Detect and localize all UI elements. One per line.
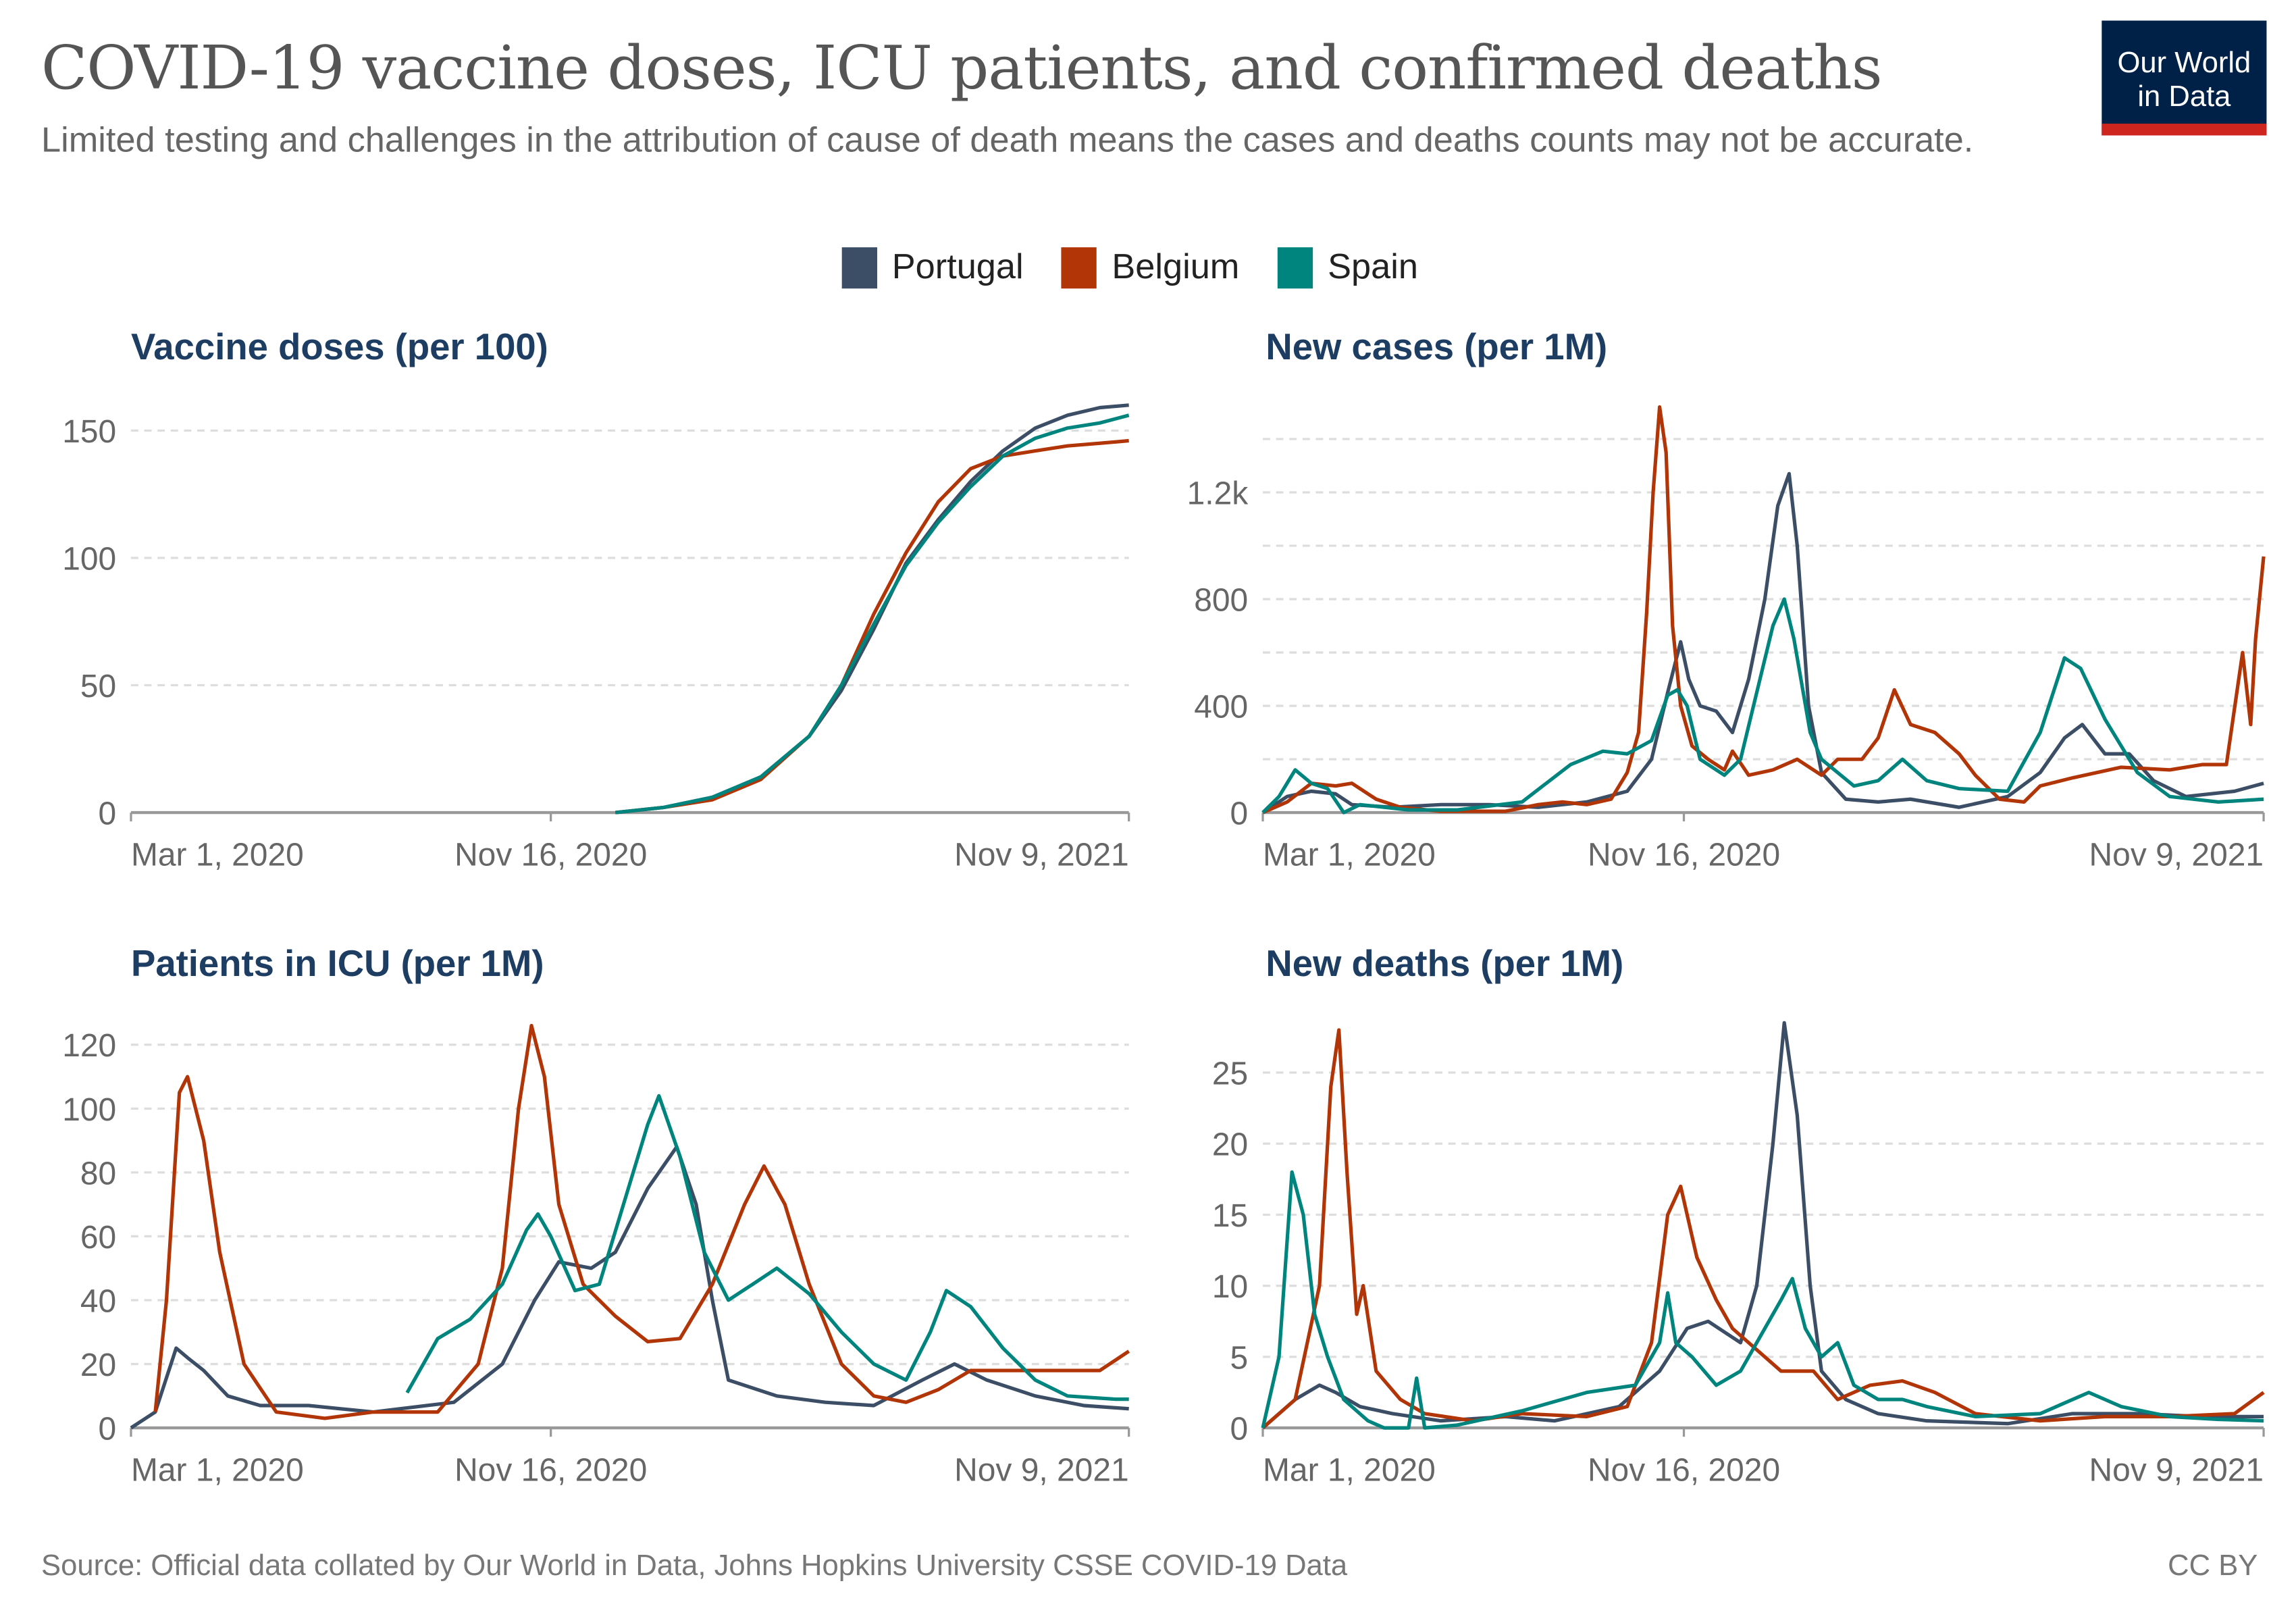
legend-swatch (841, 247, 877, 289)
x-tick-label: Nov 16, 2020 (454, 838, 647, 873)
panel-title-vaccine-doses: Vaccine doses (per 100) (130, 326, 548, 368)
series-line-portugal (1261, 471, 2264, 815)
page-subtitle: Limited testing and challenges in the at… (41, 120, 1974, 161)
series-line-belgium (1261, 405, 2266, 815)
legend-swatch (1062, 247, 1097, 289)
y-tick-label: 100 (62, 541, 116, 577)
series-line-spain (1261, 1170, 2264, 1430)
x-tick-label: Mar 1, 2020 (1263, 838, 1436, 873)
y-tick-label: 150 (62, 414, 116, 450)
series-line-spain (405, 1093, 1129, 1401)
legend: Portugal Belgium Spain (841, 247, 1457, 289)
legend-item-portugal[interactable]: Portugal (841, 247, 1024, 289)
series-line-portugal (130, 1145, 1129, 1430)
y-tick-label: 20 (80, 1347, 116, 1383)
y-tick-label: 1.2k (1187, 475, 1249, 511)
y-tick-label: 60 (80, 1220, 116, 1256)
x-tick-label: Nov 9, 2021 (2089, 838, 2264, 873)
y-tick-label: 120 (62, 1028, 116, 1064)
x-tick-label: Nov 16, 2020 (1588, 838, 1780, 873)
series-line-belgium (1261, 1028, 2265, 1430)
x-tick-label: Mar 1, 2020 (131, 838, 304, 873)
x-tick-label: Mar 1, 2020 (131, 1453, 304, 1489)
x-tick-label: Nov 16, 2020 (1588, 1453, 1780, 1489)
y-tick-label: 20 (1212, 1127, 1248, 1163)
y-tick-label: 0 (99, 796, 117, 832)
legend-item-belgium[interactable]: Belgium (1062, 247, 1240, 289)
y-tick-label: 25 (1212, 1056, 1248, 1091)
y-tick-label: 100 (62, 1092, 116, 1128)
panel-title-new-deaths: New deaths (per 1M) (1266, 944, 1624, 985)
y-tick-label: 0 (99, 1412, 117, 1447)
series-line-spain (1261, 597, 2264, 815)
x-tick-label: Nov 9, 2021 (954, 1453, 1129, 1489)
y-tick-label: 5 (1230, 1340, 1249, 1376)
series-line-portugal (615, 403, 1129, 815)
x-tick-label: Nov 16, 2020 (454, 1453, 647, 1489)
x-tick-label: Nov 9, 2021 (954, 838, 1129, 873)
page-title: COVID-19 vaccine doses, ICU patients, an… (41, 32, 1883, 103)
y-tick-label: 40 (80, 1283, 116, 1319)
y-tick-label: 15 (1212, 1198, 1248, 1234)
legend-label: Spain (1328, 247, 1418, 288)
panel-title-new-cases: New cases (per 1M) (1266, 326, 1608, 368)
x-tick-label: Mar 1, 2020 (1263, 1453, 1436, 1489)
series-line-belgium (153, 1023, 1130, 1420)
legend-label: Portugal (891, 247, 1024, 288)
y-tick-label: 0 (1230, 1412, 1249, 1447)
series-line-spain (615, 413, 1130, 815)
series-line-portugal (1261, 1021, 2264, 1430)
legend-label: Belgium (1112, 247, 1240, 288)
x-tick-label: Nov 9, 2021 (2089, 1453, 2264, 1489)
y-tick-label: 10 (1212, 1269, 1248, 1305)
y-tick-label: 0 (1230, 796, 1249, 832)
y-tick-label: 400 (1194, 690, 1248, 725)
legend-item-spain[interactable]: Spain (1278, 247, 1418, 289)
y-tick-label: 50 (80, 669, 116, 704)
y-tick-label: 80 (80, 1156, 116, 1191)
legend-swatch (1278, 247, 1313, 289)
owid-logo[interactable]: Our World in Data (2102, 20, 2267, 136)
source-note: Source: Official data collated by Our Wo… (41, 1550, 1348, 1583)
y-tick-label: 800 (1194, 582, 1248, 618)
series-line-belgium (615, 438, 1129, 815)
logo-red-bar (2102, 124, 2267, 136)
logo-line-1: Our World (2117, 47, 2251, 80)
panel-title-icu-patients: Patients in ICU (per 1M) (130, 944, 544, 985)
logo-line-2: in Data (2137, 80, 2231, 113)
license-link[interactable]: CC BY (2168, 1550, 2258, 1583)
